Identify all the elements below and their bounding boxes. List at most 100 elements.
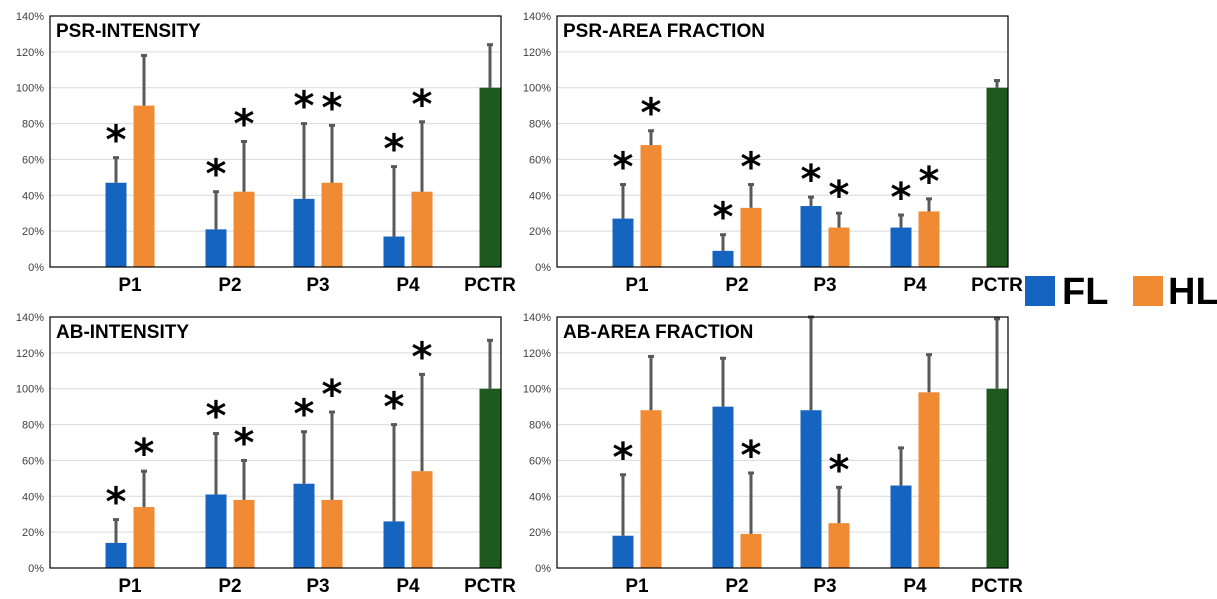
legend: FL HL — [1025, 271, 1217, 313]
bar-fl-p3 — [293, 483, 315, 568]
y-tick-label: 20% — [529, 226, 551, 238]
y-tick-label: 40% — [529, 190, 551, 202]
x-tick-label-p1: P1 — [625, 576, 649, 597]
x-tick-label-pctr: PCTR — [971, 576, 1023, 597]
significance-star: * — [206, 394, 227, 440]
bar-fl-p1 — [105, 182, 127, 267]
x-tick-label-p1: P1 — [118, 576, 142, 597]
significance-star: * — [829, 173, 850, 219]
significance-star: * — [384, 385, 405, 431]
x-tick-label-pctr: PCTR — [464, 275, 516, 296]
y-tick-label: 100% — [523, 83, 551, 95]
significance-star: * — [713, 195, 734, 241]
plot-frame — [49, 15, 502, 268]
bar-fl-p1 — [612, 218, 634, 267]
y-tick-label: 60% — [529, 455, 551, 467]
significance-star: * — [741, 145, 762, 191]
x-tick-label-p3: P3 — [813, 275, 836, 296]
bar-hl-p2 — [233, 191, 255, 267]
x-tick-label-p1: P1 — [118, 275, 142, 296]
bar-pctr-pctr — [986, 87, 1008, 267]
y-tick-label: 140% — [16, 312, 44, 324]
significance-star: * — [741, 433, 762, 479]
x-tick-label-p3: P3 — [306, 576, 329, 597]
bar-hl-p3 — [321, 499, 343, 568]
plot-frame — [556, 316, 1009, 569]
y-tick-label: 100% — [523, 384, 551, 396]
significance-star: * — [234, 420, 255, 466]
chart-panel-3: 0%20%40%60%80%100%120%140%** * ** ***AB-INT… — [16, 312, 516, 597]
significance-star: * — [322, 372, 343, 418]
significance-star: * — [641, 91, 662, 137]
y-tick-label: 120% — [16, 47, 44, 59]
y-tick-label: 80% — [22, 420, 44, 432]
significance-star: * — [801, 157, 822, 203]
y-tick-label: 40% — [529, 491, 551, 503]
bar-fl-p2 — [712, 250, 734, 267]
bar-hl-p3 — [321, 182, 343, 267]
x-tick-label-p2: P2 — [725, 576, 748, 597]
bar-hl-p1 — [133, 105, 155, 268]
y-tick-label: 120% — [523, 47, 551, 59]
x-tick-label-p4: P4 — [396, 576, 420, 597]
y-tick-label: 40% — [22, 190, 44, 202]
chart-panel-4: 0% 20% 40% 60% 80% 100% 120% 140% * * * AB-AREA FRA… — [523, 312, 1023, 597]
significance-star: * — [134, 431, 155, 477]
y-tick-label: 140% — [523, 11, 551, 23]
y-tick-label: 60% — [529, 154, 551, 166]
chart-title: AB-AREA FRACTION — [563, 322, 753, 343]
y-tick-label: 80% — [529, 119, 551, 131]
bar-hl-p3 — [828, 523, 850, 568]
bar-fl-p3 — [800, 410, 822, 568]
y-tick-label: 120% — [523, 348, 551, 360]
bar-fl-p2 — [205, 229, 227, 267]
bar-fl-p1 — [105, 542, 127, 568]
bar-hl-p2 — [233, 499, 255, 568]
significance-star: * — [106, 480, 127, 526]
y-tick-label: 20% — [22, 527, 44, 539]
bar-fl-p1 — [612, 535, 634, 568]
significance-star: * — [294, 392, 315, 438]
bar-hl-p4 — [918, 211, 940, 267]
significance-star: * — [919, 159, 940, 205]
y-tick-label: 100% — [16, 384, 44, 396]
significance-star: * — [294, 84, 315, 130]
bar-fl-p3 — [800, 206, 822, 267]
bar-hl-p1 — [640, 410, 662, 568]
significance-star: * — [613, 435, 634, 481]
bar-hl-p3 — [828, 227, 850, 267]
significance-star: * — [829, 447, 850, 493]
y-tick-label: 20% — [529, 527, 551, 539]
y-tick-label: 0% — [28, 262, 44, 274]
x-tick-label-p2: P2 — [218, 275, 241, 296]
y-tick-label: 0% — [535, 262, 551, 274]
bar-hl-p2 — [740, 533, 762, 568]
bar-fl-p3 — [293, 198, 315, 267]
chart-title: AB-INTENSITY — [56, 322, 189, 343]
significance-star: * — [613, 145, 634, 191]
bar-hl-p1 — [640, 145, 662, 267]
y-tick-label: 0% — [535, 563, 551, 575]
bar-fl-p4 — [890, 485, 912, 568]
chart-panel-1: 0%20%40%60%80%100%120%140%***** * *PSR-INT… — [16, 11, 516, 296]
bar-pctr-pctr — [986, 388, 1008, 568]
bar-fl-p2 — [712, 406, 734, 568]
x-tick-label-p4: P4 — [903, 275, 927, 296]
bar-pctr-pctr — [479, 388, 501, 568]
y-tick-label: 100% — [16, 83, 44, 95]
significance-star: * — [412, 82, 433, 128]
x-tick-label-p1: P1 — [625, 275, 649, 296]
bar-fl-p2 — [205, 494, 227, 568]
x-tick-label-p4: P4 — [903, 576, 927, 597]
x-tick-label-pctr: PCTR — [464, 576, 516, 597]
bar-hl-p2 — [740, 207, 762, 267]
y-tick-label: 80% — [529, 420, 551, 432]
significance-star: * — [412, 334, 433, 380]
significance-star: * — [891, 175, 912, 221]
bar-hl-p4 — [411, 471, 433, 568]
plot-frame — [556, 15, 1009, 268]
legend-swatch-hl — [1133, 276, 1163, 306]
bar-pctr-pctr — [479, 87, 501, 267]
bar-hl-p1 — [133, 507, 155, 568]
